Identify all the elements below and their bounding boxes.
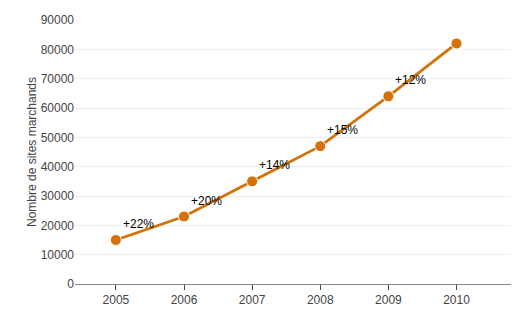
svg-text:2007: 2007	[239, 293, 266, 307]
svg-text:90000: 90000	[41, 13, 75, 27]
svg-text:50000: 50000	[41, 131, 75, 145]
svg-text:30000: 30000	[41, 189, 75, 203]
svg-text:70000: 70000	[41, 72, 75, 86]
svg-text:+12%: +12%	[395, 73, 426, 87]
svg-text:60000: 60000	[41, 101, 75, 115]
svg-text:2009: 2009	[375, 293, 402, 307]
svg-text:Nombre de sites marchands: Nombre de sites marchands	[25, 77, 39, 227]
svg-text:2006: 2006	[171, 293, 198, 307]
svg-text:40000: 40000	[41, 160, 75, 174]
svg-text:+15%: +15%	[327, 123, 358, 137]
svg-text:0: 0	[67, 277, 74, 291]
svg-text:2008: 2008	[307, 293, 334, 307]
svg-text:+14%: +14%	[259, 158, 290, 172]
svg-text:2005: 2005	[103, 293, 130, 307]
svg-text:+20%: +20%	[191, 194, 222, 208]
svg-text:+22%: +22%	[123, 217, 154, 231]
svg-text:10000: 10000	[41, 248, 75, 262]
svg-text:80000: 80000	[41, 43, 75, 57]
svg-text:20000: 20000	[41, 219, 75, 233]
svg-text:2010: 2010	[443, 293, 470, 307]
